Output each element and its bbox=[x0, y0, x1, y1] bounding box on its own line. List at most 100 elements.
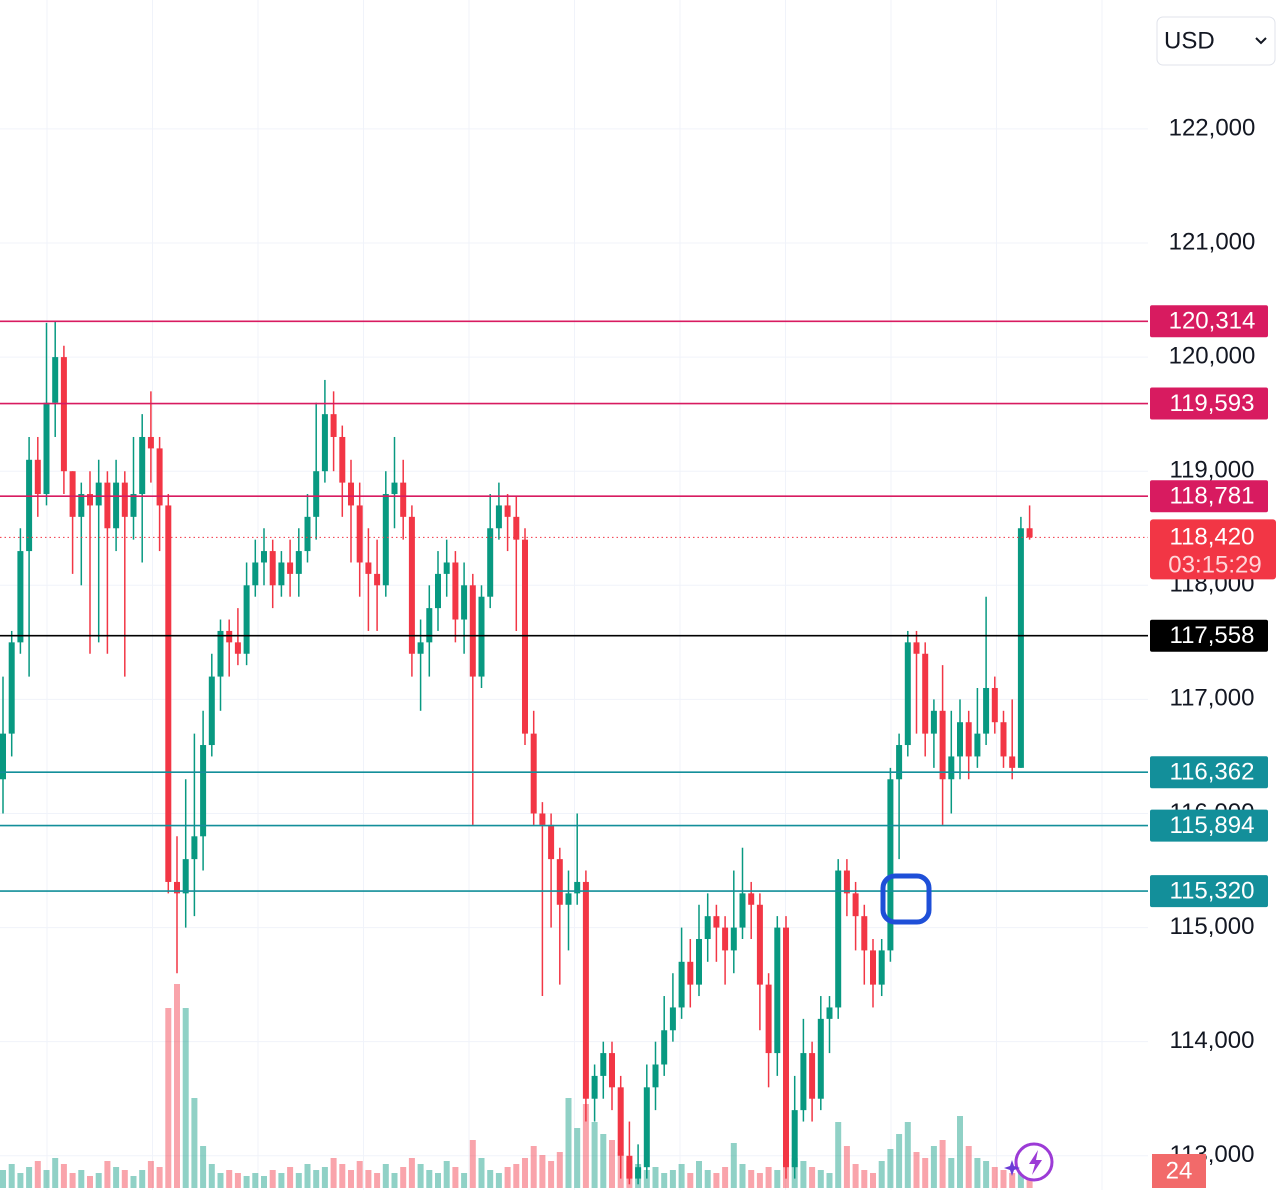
level-badge bbox=[1150, 387, 1268, 420]
volume-bar bbox=[400, 1167, 407, 1188]
volume-bar bbox=[504, 1167, 511, 1188]
candle-body bbox=[783, 927, 789, 1168]
volume-bar bbox=[556, 1152, 563, 1188]
candle-body bbox=[69, 471, 76, 517]
level-label: 116,362 bbox=[1170, 759, 1255, 786]
candle-body bbox=[904, 642, 911, 746]
candle-body bbox=[8, 642, 15, 734]
candle-body bbox=[809, 1053, 816, 1099]
level-badge bbox=[1150, 305, 1268, 338]
candle-body bbox=[278, 562, 285, 586]
volume-bar bbox=[469, 1140, 476, 1188]
volume-bar bbox=[487, 1170, 494, 1188]
volume-bar bbox=[330, 1158, 337, 1188]
candle-body bbox=[495, 505, 502, 529]
candle-body bbox=[1026, 528, 1033, 538]
candle-body bbox=[939, 710, 946, 780]
chevron[interactable] bbox=[1255, 37, 1267, 45]
icon-sparkle[interactable] bbox=[1004, 1160, 1020, 1176]
volume-bar bbox=[374, 1173, 381, 1188]
volume-bar bbox=[0, 1170, 6, 1188]
volume-bar bbox=[287, 1167, 294, 1188]
candle-body bbox=[452, 562, 459, 620]
volume-bar bbox=[165, 1008, 172, 1188]
volume-bar bbox=[835, 1122, 842, 1188]
candle-body bbox=[756, 904, 763, 985]
candle-body bbox=[983, 687, 990, 734]
volume-bar bbox=[243, 1176, 250, 1188]
candle-body bbox=[556, 859, 563, 905]
volume-bar bbox=[208, 1164, 215, 1188]
candle-body bbox=[957, 722, 963, 757]
volume-bar bbox=[730, 1143, 737, 1188]
assistant-icon[interactable] bbox=[1004, 1142, 1054, 1182]
candle-body bbox=[739, 893, 746, 928]
candle-body bbox=[330, 414, 337, 437]
currency-label[interactable]: USD bbox=[1164, 27, 1215, 54]
currency-box[interactable] bbox=[1156, 16, 1276, 66]
volume-bar bbox=[382, 1164, 389, 1188]
candle-body bbox=[965, 722, 972, 757]
volume-bar bbox=[269, 1170, 276, 1188]
badge-label: 24 bbox=[1166, 1157, 1193, 1184]
volume-bar bbox=[495, 1173, 502, 1188]
candle-body bbox=[861, 916, 868, 951]
candle-body bbox=[913, 642, 920, 654]
volume-bar bbox=[713, 1173, 720, 1188]
candle-body bbox=[165, 505, 172, 882]
candle-body bbox=[121, 482, 128, 517]
candle-body bbox=[843, 870, 850, 894]
volume-bar bbox=[600, 1134, 607, 1188]
volume-bar bbox=[643, 1170, 650, 1188]
volume-bar bbox=[652, 1167, 659, 1188]
volume-bar bbox=[348, 1170, 354, 1188]
candle-body bbox=[95, 482, 102, 506]
volume-bar bbox=[765, 1167, 772, 1188]
candle-body bbox=[687, 961, 694, 985]
candle-body bbox=[435, 573, 441, 609]
level-badge bbox=[1150, 619, 1268, 652]
volume-bar bbox=[983, 1161, 990, 1188]
candle-body bbox=[635, 1167, 642, 1179]
volume-bar bbox=[391, 1173, 398, 1188]
volume-bar bbox=[69, 1173, 76, 1188]
candle-body bbox=[382, 494, 389, 586]
volume-bar bbox=[408, 1158, 415, 1188]
candle-body bbox=[104, 482, 111, 529]
candle-body bbox=[930, 710, 937, 734]
volume-bar bbox=[113, 1167, 120, 1188]
volume-bar bbox=[356, 1161, 363, 1188]
candle-body bbox=[852, 893, 859, 917]
candle-body bbox=[417, 642, 424, 654]
volume-bar bbox=[687, 1173, 694, 1188]
candle-body bbox=[713, 916, 720, 928]
candle-body bbox=[765, 984, 772, 1054]
volume-bar bbox=[939, 1140, 946, 1188]
candle-body bbox=[261, 551, 267, 563]
candle-body bbox=[791, 1110, 798, 1168]
candle-body bbox=[974, 733, 981, 757]
volume-bar bbox=[252, 1173, 259, 1188]
candle-body bbox=[696, 938, 702, 985]
candle-body bbox=[313, 471, 320, 517]
candle-body bbox=[17, 551, 24, 643]
candle-body bbox=[748, 893, 755, 905]
level-label: 117,558 bbox=[1170, 622, 1255, 649]
volume-bar bbox=[78, 1170, 85, 1188]
volume-bar bbox=[435, 1173, 441, 1188]
candle-body bbox=[234, 642, 241, 654]
candle-body bbox=[461, 585, 468, 620]
volume-bar bbox=[522, 1158, 528, 1188]
grid bbox=[0, 0, 1148, 1190]
volume-bar bbox=[365, 1170, 372, 1188]
y-tick-label: 120,000 bbox=[1169, 342, 1256, 369]
candle-body bbox=[948, 756, 955, 780]
icon-bolt[interactable] bbox=[1029, 1150, 1042, 1175]
volume-bar bbox=[913, 1152, 920, 1188]
volume-bar bbox=[8, 1164, 15, 1188]
volume-bar bbox=[304, 1164, 311, 1188]
candle-body bbox=[591, 1075, 598, 1099]
currency-select[interactable]: USD bbox=[1156, 16, 1276, 66]
volume-bar bbox=[461, 1173, 468, 1188]
candle-body bbox=[991, 687, 998, 723]
